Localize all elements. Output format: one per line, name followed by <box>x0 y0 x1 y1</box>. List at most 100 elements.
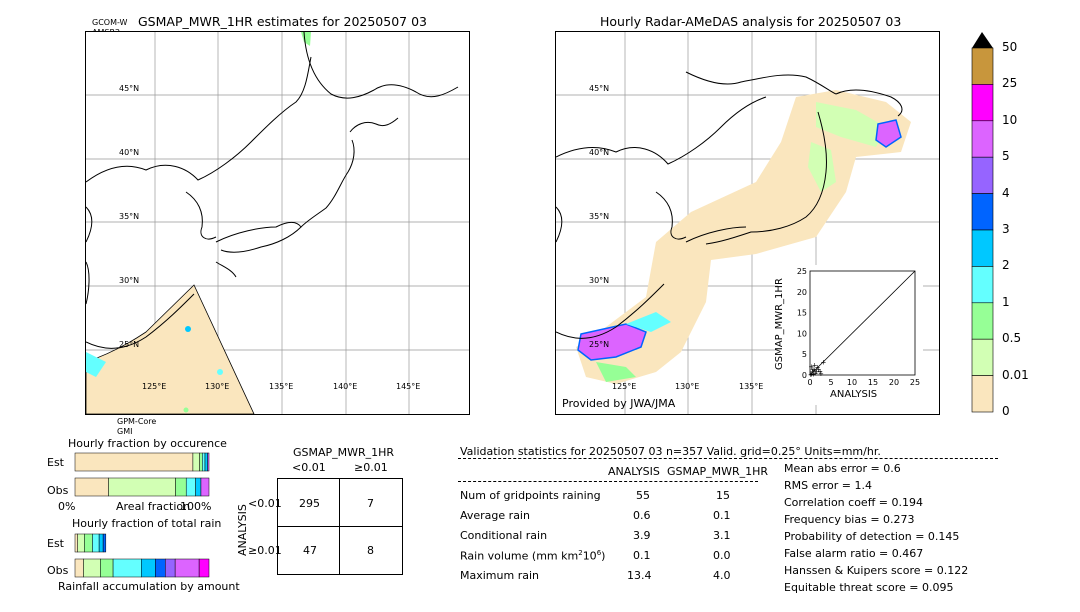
scatter-xtick-0: 0 <box>807 378 812 387</box>
occurrence-xmid: Areal fraction <box>116 500 191 513</box>
scatter-diagonal <box>809 270 916 376</box>
contingency-title: GSMAP_MWR_1HR <box>293 446 395 459</box>
scatter-ytick-3: 15 <box>797 309 807 318</box>
left-map-title: GSMAP_MWR_1HR estimates for 20250507 03 <box>138 14 427 29</box>
totalrain-bar-est-seg-4 <box>98 533 104 553</box>
score-far: False alarm ratio = 0.467 <box>784 547 924 560</box>
validation-row-3-sup2: 6 <box>596 549 602 557</box>
validation-row-1-analysis: 0.6 <box>633 509 651 522</box>
validation-row-2-analysis: 3.9 <box>633 529 651 542</box>
colorbar-label-4: 4 <box>1002 185 1010 200</box>
validation-row-3-text: Rain volume (mm km <box>460 549 579 563</box>
scatter-point-7: + <box>815 365 821 373</box>
validation-row-4-gsmap: 4.0 <box>713 569 731 582</box>
scatter-ytick-5: 25 <box>797 267 807 276</box>
totalrain-bar-est-seg-3 <box>92 533 100 553</box>
left-sensor-bottom-1: GPM-Core <box>117 417 157 426</box>
validation-row-3-label: Rain volume (mm km2106) <box>460 549 605 563</box>
totalrain-title: Hourly fraction of total rain <box>72 517 222 530</box>
left-lat-45: 45°N <box>119 84 140 93</box>
left-rain-patch-5 <box>301 32 311 46</box>
score-rms: RMS error = 1.4 <box>784 479 872 492</box>
colorbar-block-0 <box>971 47 994 85</box>
left-rain-patch-4 <box>183 407 189 413</box>
scatter-inset: 0 0 5 5 10 10 15 15 20 20 25 25 + + + + + + + + + + + + + + + <box>778 265 923 405</box>
colorbar-block-2 <box>971 120 994 158</box>
scatter-xtick-2: 10 <box>847 378 857 387</box>
colorbar-block-6 <box>971 266 994 304</box>
colorbar-block-3 <box>971 156 994 194</box>
colorbar-label-1: 25 <box>1002 76 1018 91</box>
colorbar-label-3: 5 <box>1002 149 1010 164</box>
left-lat-35: 35°N <box>119 212 140 221</box>
scatter-xlabel: ANALYSIS <box>830 389 878 400</box>
occurrence-bar-obs-seg-4 <box>195 477 202 497</box>
totalrain-bar-est-seg-2 <box>84 533 93 553</box>
colorbar-top-arrow <box>972 32 993 48</box>
validation-row-0-label: Num of gridpoints raining <box>460 489 601 502</box>
scatter-point-0: + <box>808 371 814 379</box>
validation-divider-top <box>458 458 998 459</box>
colorbar-label-8: 0.5 <box>1002 331 1022 346</box>
contingency-cell-12: 7 <box>367 497 374 510</box>
scatter-ytick-2: 10 <box>797 329 807 338</box>
scatter-point-1: + <box>809 370 815 378</box>
occurrence-chart <box>74 452 210 497</box>
score-corr: Correlation coeff = 0.194 <box>784 496 923 509</box>
colorbar-label-0: 50 <box>1002 40 1018 54</box>
left-lon-125: 125°E <box>142 382 167 391</box>
colorbar-label-9: 0.01 <box>1002 367 1029 382</box>
left-swath <box>86 284 255 414</box>
left-lon-130: 130°E <box>205 382 230 391</box>
colorbar-block-9 <box>971 375 994 413</box>
left-map: 45°N 40°N 35°N 30°N 25°N 125°E 130°E 135… <box>85 31 470 415</box>
totalrain-bar-est-seg-5 <box>102 533 107 553</box>
occurrence-x0: 0% <box>58 500 76 513</box>
contingency-grid: 295 7 47 8 <box>277 478 403 575</box>
validation-row-4-label: Maximum rain <box>460 569 539 582</box>
validation-header: Validation statistics for 20250507 03 n=… <box>460 445 881 458</box>
scatter-point-3: + <box>810 371 816 379</box>
left-sensor-top-1: GCOM-W <box>92 18 128 27</box>
occurrence-x1: 100% <box>180 500 212 513</box>
validation-row-3-gsmap: 0.0 <box>713 549 731 562</box>
occurrence-bar-est-seg-0 <box>74 452 194 472</box>
scatter-point-6: + <box>814 368 820 376</box>
colorbar-block-1 <box>971 84 994 122</box>
totalrain-chart <box>74 533 210 578</box>
scatter-point-14: + <box>810 366 816 374</box>
totalrain-bar-est-seg-0 <box>74 533 78 553</box>
right-map: 45°N 40°N 35°N 30°N 25°N 125°E 130°E 135… <box>555 31 940 415</box>
occurrence-bar-est-seg-5 <box>207 452 210 472</box>
right-lon-130: 130°E <box>675 382 700 391</box>
colorbar <box>971 32 994 413</box>
validation-col-analysis: ANALYSIS <box>608 465 660 478</box>
scatter-xtick-5: 25 <box>910 378 920 387</box>
totalrain-bar-est-seg-1 <box>77 533 85 553</box>
scatter-point-4: + <box>811 367 817 375</box>
contingency-cell-11: 295 <box>299 497 320 510</box>
score-mae: Mean abs error = 0.6 <box>784 462 901 475</box>
scatter-point-2: + <box>810 368 816 376</box>
left-lat-40: 40°N <box>119 148 140 157</box>
right-lat-25: 25°N <box>589 340 610 349</box>
left-lon-135: 135°E <box>269 382 294 391</box>
scatter-point-5: + <box>813 369 819 377</box>
contingency-cell-21: 47 <box>303 544 317 557</box>
score-freq-bias: Frequency bias = 0.273 <box>784 513 915 526</box>
totalrain-bar-obs-seg-3 <box>112 558 142 578</box>
left-rain-patch-2 <box>185 326 191 332</box>
validation-divider-cols <box>458 481 758 482</box>
right-lat-30: 30°N <box>589 276 610 285</box>
validation-row-2-gsmap: 3.1 <box>713 529 731 542</box>
right-rain-south <box>596 362 636 382</box>
score-hk: Hanssen & Kuipers score = 0.122 <box>784 564 969 577</box>
left-lat-25: 25°N <box>119 340 140 349</box>
left-coastline <box>86 32 459 349</box>
right-rain-tohoku <box>808 142 836 192</box>
scatter-point-11: + <box>812 362 818 370</box>
totalrain-bar-obs-seg-7 <box>174 558 200 578</box>
colorbar-label-2: 10 <box>1002 112 1018 127</box>
totalrain-bar-obs-seg-5 <box>155 558 166 578</box>
